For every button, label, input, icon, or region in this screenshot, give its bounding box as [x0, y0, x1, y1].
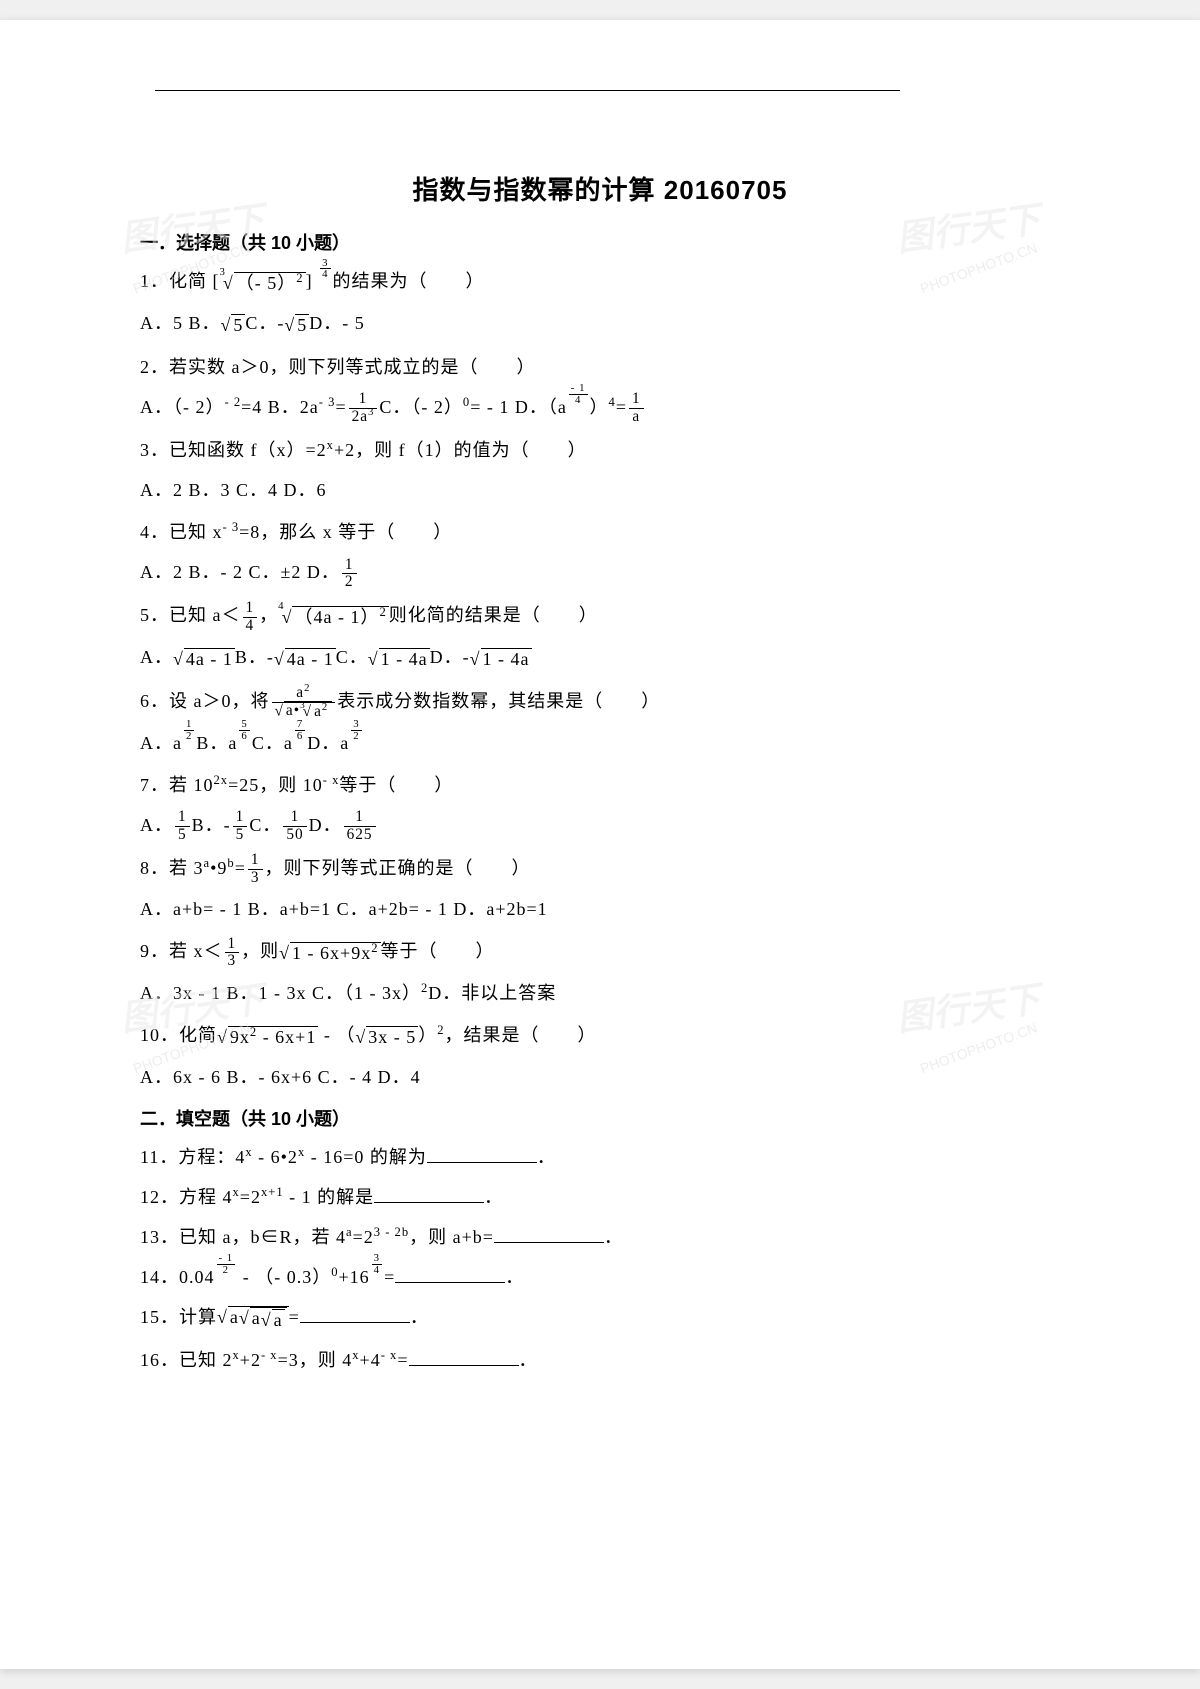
question-4-options: A．2 B．- 2 C．±2 D．12 [140, 554, 1060, 591]
top-rule [155, 90, 900, 91]
question-6: 6．设 a＞0，将a2√a•3√a2表示成分数指数幂，其结果是（ ） [140, 683, 1060, 721]
blank [395, 1265, 505, 1283]
question-13: 13．已知 a，b∈R，若 4a=23 - 2b，则 a+b=． [140, 1219, 1060, 1255]
question-5-options: A．√4a - 1B．-√4a - 1C．√1 - 4aD．-√1 - 4a [140, 639, 1060, 677]
q1-paren: （ ） [409, 271, 485, 291]
question-15: 15．计算√a√a√a=． [140, 1299, 1060, 1338]
question-1-options: A．5 B．√5C．-√5D．- 5 [140, 305, 1060, 343]
question-8-options: A．a+b= - 1 B．a+b=1 C．a+2b= - 1 D．a+2b=1 [140, 891, 1060, 927]
question-9-options: A．3x - 1 B．1 - 3x C．（1 - 3x）2D．非以上答案 [140, 975, 1060, 1011]
question-1: 1．化简 [3√（- 5）2] 34的结果为（ ） [140, 263, 1060, 301]
q1-stem-a: 1．化简 [ [140, 271, 220, 291]
section-heading-1: 一．选择题（共 10 小题） [140, 229, 1060, 255]
question-16: 16．已知 2x+2- x=3，则 4x+4- x=． [140, 1342, 1060, 1378]
section-heading-2: 二．填空题（共 10 小题） [140, 1105, 1060, 1131]
page-title: 指数与指数幂的计算 20160705 [140, 170, 1060, 207]
blank [374, 1185, 484, 1203]
question-10-options: A．6x - 6 B．- 6x+6 C．- 4 D．4 [140, 1059, 1060, 1095]
question-2: 2．若实数 a＞0，则下列等式成立的是（ ） [140, 349, 1060, 385]
question-7-options: A．15B．-15C．150D．1625 [140, 807, 1060, 844]
blank [409, 1348, 519, 1366]
question-3: 3．已知函数 f（x）=2x+2，则 f（1）的值为（ ） [140, 432, 1060, 468]
question-10: 10．化简√9x2 - 6x+1 - （√3x - 5）2，结果是（ ） [140, 1017, 1060, 1055]
q1-radical: 3√（- 5）2 [220, 265, 306, 301]
question-5: 5．已知 a＜14，4√（4a - 1）2则化简的结果是（ ） [140, 597, 1060, 635]
blank [494, 1225, 604, 1243]
question-7: 7．若 102x=25，则 10- x等于（ ） [140, 767, 1060, 803]
q1-stem-c: 的结果为 [333, 271, 409, 291]
q1-outer-exp: 34 [320, 258, 330, 281]
question-11: 11．方程：4x - 6•2x - 16=0 的解为． [140, 1139, 1060, 1175]
question-3-options: A．2 B．3 C．4 D．6 [140, 472, 1060, 508]
question-8: 8．若 3a•9b=13，则下列等式正确的是（ ） [140, 850, 1060, 887]
question-4: 4．已知 x- 3=8，那么 x 等于（ ） [140, 514, 1060, 550]
document-page: 图行天下 PHOTOPHOTO.CN 图行天下 PHOTOPHOTO.CN 图行… [0, 20, 1200, 1669]
question-14: 14．0.04- 12 - （- 0.3）0+1634=． [140, 1259, 1060, 1295]
question-2-options: A．（- 2）- 2=4 B．2a- 3=12a3C．（- 2）0= - 1 D… [140, 389, 1060, 426]
question-9: 9．若 x＜13，则√1 - 6x+9x2等于（ ） [140, 933, 1060, 971]
q1-stem-b: ] [306, 271, 319, 291]
blank [427, 1145, 537, 1163]
blank [300, 1305, 410, 1323]
question-12: 12．方程 4x=2x+1 - 1 的解是． [140, 1179, 1060, 1215]
question-6-options: A．a12B．a56C．a76D．a32 [140, 725, 1060, 761]
